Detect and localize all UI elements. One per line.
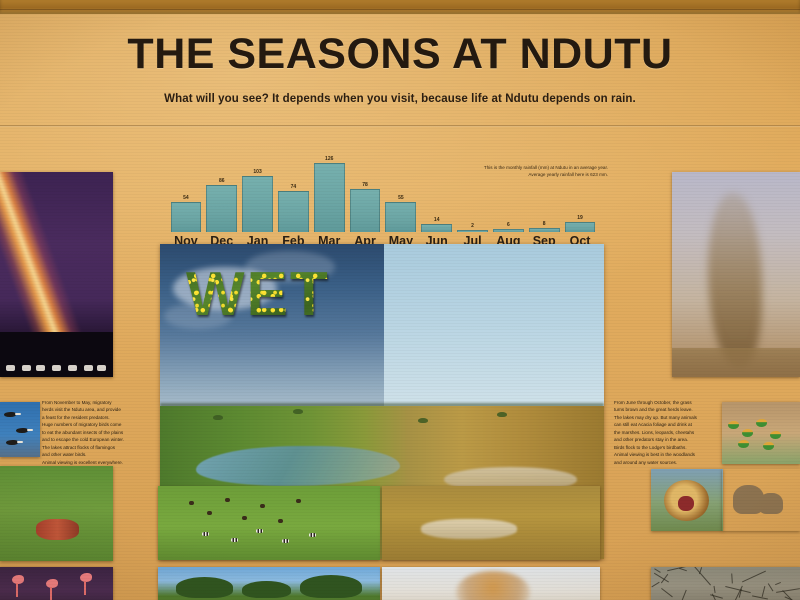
dust-plume	[456, 571, 530, 600]
crack-line	[776, 588, 800, 593]
bar-value-label: 74	[291, 185, 297, 190]
crack-line	[768, 583, 774, 592]
caption-line: Animal viewing is excellent everywhere.	[42, 459, 154, 466]
bar-column: 74	[275, 154, 311, 232]
caption-line: a feast for the resident predators.	[42, 414, 154, 421]
caption-line: the marshes. Lions, leopards, cheetahs	[614, 429, 734, 436]
bar	[565, 222, 596, 232]
caption-line: herds visit the Ndutu area, and provide	[42, 406, 154, 413]
crack-line	[655, 568, 661, 572]
dust-devil-photo	[672, 172, 800, 377]
bar-column: 78	[347, 154, 383, 232]
crack-line	[679, 567, 687, 570]
bar-column: 54	[168, 154, 204, 232]
bar	[350, 189, 381, 232]
dust-plume-photo	[382, 567, 600, 600]
migrating-herds-photo	[158, 486, 380, 560]
crack-line	[742, 570, 766, 582]
dust-devil	[708, 193, 762, 369]
bar-value-label: 2	[471, 224, 474, 229]
lovebirds-at-water-photo	[722, 402, 800, 464]
caption-line: Huge numbers of migratory birds come	[42, 421, 154, 428]
crack-line	[761, 586, 765, 597]
crack-line	[694, 567, 711, 585]
flamingos-photo	[0, 567, 113, 600]
storks-in-flight-photo	[0, 402, 40, 457]
caption-line: and around any water sources.	[614, 459, 734, 466]
bar-value-label: 126	[325, 157, 333, 162]
signboard-photo: THE SEASONS AT NDUTU What will you see? …	[0, 0, 800, 600]
crack-line	[661, 588, 672, 597]
dry-plains-photo	[382, 486, 600, 560]
bar-column: 103	[240, 154, 276, 232]
caption-line: The lakes may dry up. But many animals	[614, 414, 734, 421]
bar-column: 86	[204, 154, 240, 232]
crack-line	[682, 590, 687, 600]
caption-line: turns brown and the great herds leave.	[614, 406, 734, 413]
marsh-water	[196, 446, 400, 486]
dusty-ground	[672, 348, 800, 377]
caption-line: Animal viewing is best in the woodlands	[614, 451, 734, 458]
dry-word: DRY	[453, 264, 588, 326]
crack-line	[714, 586, 716, 593]
caption-line: Birds flock to the Lodge's birdbaths.	[614, 444, 734, 451]
wet-word: WET	[186, 264, 330, 326]
page-subtitle: What will you see? It depends when you v…	[0, 93, 800, 105]
bar-column: 126	[311, 154, 347, 232]
bar	[314, 163, 345, 232]
bar	[278, 191, 309, 232]
elephants-drinking-photo	[722, 469, 800, 531]
caption-line: From November to May, migratory	[42, 399, 154, 406]
bar-value-label: 78	[362, 183, 368, 188]
bar-value-label: 54	[183, 196, 189, 201]
rainbow-over-zebras-photo	[0, 172, 113, 377]
bar-value-label: 86	[219, 179, 225, 184]
lion-mouth	[678, 496, 694, 511]
bar-value-label: 8	[543, 222, 546, 227]
dry-pan-2	[421, 519, 517, 538]
bar	[242, 176, 273, 232]
crack-line	[775, 582, 781, 585]
bar	[421, 224, 452, 232]
caption-line: can still eat Acacia foliage and drink a…	[614, 421, 734, 428]
bar-value-label: 55	[398, 196, 404, 201]
chart-note-line-2: Average yearly rainfall here is 623 mm.	[448, 171, 608, 178]
wet-season-caption: From November to May, migratory herds vis…	[42, 399, 154, 466]
roaring-lion-photo	[651, 469, 723, 531]
interpretive-sign-board: THE SEASONS AT NDUTU What will you see? …	[0, 14, 800, 600]
page-title: THE SEASONS AT NDUTU	[0, 30, 800, 79]
frame-grain-line	[0, 9, 800, 10]
wooden-frame-top	[0, 0, 800, 14]
dry-season-caption: From June through October, the grass turn…	[614, 399, 734, 466]
bar	[171, 202, 202, 232]
bar-value-label: 14	[434, 218, 440, 223]
caption-line: From June through October, the grass	[614, 399, 734, 406]
bar-value-label: 19	[577, 216, 583, 221]
crack-line	[752, 595, 768, 599]
caption-line: The lakes attract flocks of flamingos	[42, 444, 154, 451]
crack-line	[652, 581, 660, 587]
chart-note-line-1: This is the monthly rainfall (mm) at Ndu…	[448, 164, 608, 171]
bar	[206, 185, 237, 232]
caption-line: to eat the abundant insects of the plain…	[42, 429, 154, 436]
bar-column: 55	[383, 154, 419, 232]
carcass	[36, 519, 79, 540]
crack-line	[783, 590, 795, 600]
cracked-dry-lakebed-photo	[651, 567, 800, 600]
caption-line: and to escape the cold European winter.	[42, 436, 154, 443]
crack-line	[731, 574, 733, 584]
acacia-woodland-photo	[158, 567, 380, 600]
caption-line: and other predators stay in the area.	[614, 436, 734, 443]
board-seam-line	[0, 125, 800, 127]
cheetahs-on-kill-photo	[0, 466, 113, 561]
bar-value-label: 6	[507, 223, 510, 228]
bar	[385, 202, 416, 232]
caption-line: and other water birds.	[42, 451, 154, 458]
bar-value-label: 103	[253, 170, 261, 175]
chart-note: This is the monthly rainfall (mm) at Ndu…	[448, 164, 608, 178]
